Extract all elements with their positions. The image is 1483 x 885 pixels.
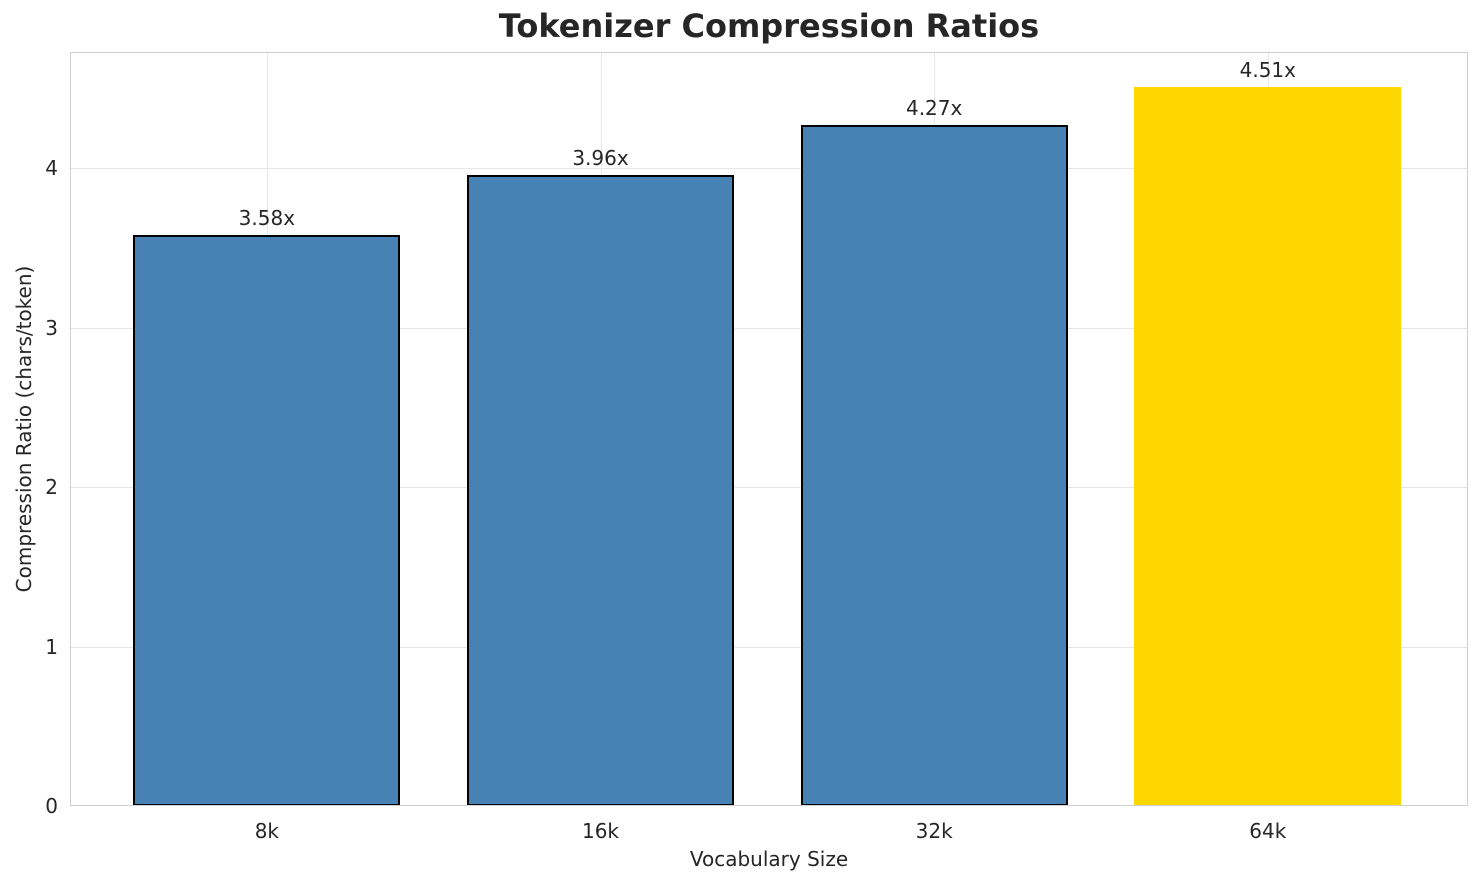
y-tick-label: 1 xyxy=(45,634,58,659)
y-tick-label: 2 xyxy=(45,475,58,500)
y-tick-label: 4 xyxy=(45,156,58,181)
gridline-horizontal xyxy=(70,168,1468,170)
y-tick-label: 0 xyxy=(45,794,58,818)
plot-area: 3.58x 3.96x 4.27x 4.51x xyxy=(70,52,1468,806)
x-tick-label-64k: 64k xyxy=(1249,819,1287,843)
bar-64k xyxy=(1134,87,1402,806)
gridline-horizontal xyxy=(70,327,1468,329)
x-axis-label: Vocabulary Size xyxy=(689,847,849,871)
y-tick-label: 3 xyxy=(45,315,58,340)
x-tick-label-8k: 8k xyxy=(254,819,279,843)
bar-value-label-32k: 4.27x xyxy=(905,96,963,121)
bar-value-label-64k: 4.51x xyxy=(1239,58,1296,83)
gridline-horizontal xyxy=(70,487,1468,489)
gridline-horizontal xyxy=(70,646,1468,648)
bar-16k xyxy=(467,174,734,806)
bar-value-label-8k: 3.58x xyxy=(238,206,296,231)
chart-title: Tokenizer Compression Ratios xyxy=(498,7,1040,45)
x-tick-label-32k: 32k xyxy=(915,819,953,843)
bar-8k xyxy=(133,235,401,806)
bar-value-label-16k: 3.96x xyxy=(572,145,629,170)
x-tick-label-16k: 16k xyxy=(581,819,620,843)
bar-32k xyxy=(800,125,1068,806)
